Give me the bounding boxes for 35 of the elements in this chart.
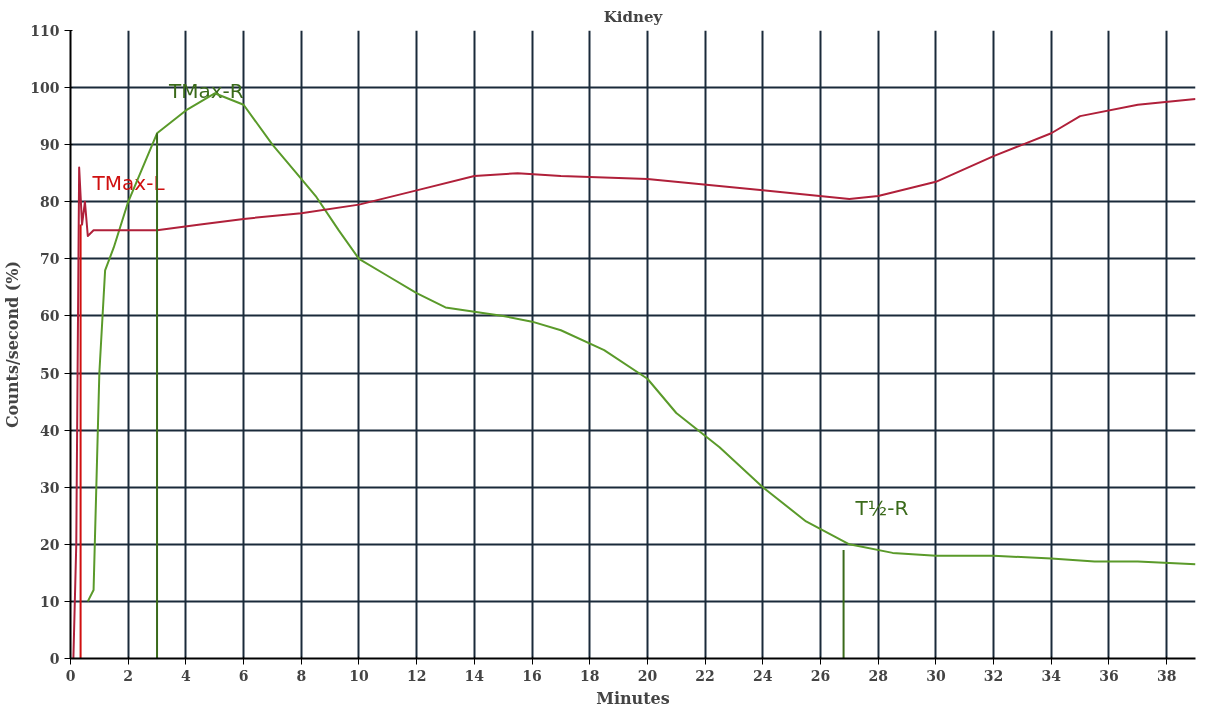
x-tick-label: 26 [810,667,831,684]
x-tick-label: 2 [123,667,134,684]
x-tick-label: 28 [868,667,888,684]
x-tick-label: 30 [926,667,946,684]
x-tick-label: 24 [753,667,773,684]
y-tick-label: 10 [40,593,60,610]
y-tick-label: 30 [40,479,60,496]
y-tick-label: 110 [30,23,60,39]
y-axis-title: Counts/second (%) [3,260,23,429]
x-tick-label: 22 [695,667,715,684]
y-tick-label: 90 [40,137,60,154]
x-tick-label: 38 [1156,667,1177,684]
x-tick-label: 34 [1041,667,1062,684]
x-tick-label: 20 [637,667,658,684]
x-tick-label: 4 [181,667,192,684]
y-tick-label: 20 [40,536,60,553]
x-tick-label: 10 [349,667,369,684]
y-tick-label: 70 [40,251,60,268]
x-tick-label: 36 [1099,667,1119,684]
x-tick-label: 16 [522,667,542,684]
x-tick-label: 12 [406,667,427,684]
x-tick-label: 32 [983,667,1004,684]
y-tick-label: 0 [49,651,60,667]
y-tick-label: 40 [40,422,60,439]
x-tick-label: 8 [296,667,307,684]
y-tick-label: 100 [30,80,60,97]
x-tick-label: 6 [238,667,249,684]
y-tick-label: 80 [40,194,60,211]
y-tick-label: 60 [40,308,60,325]
x-axis-title: Minutes [596,688,670,708]
x-tick-label: 14 [464,667,485,684]
x-tick-label: 18 [579,667,600,684]
y-tick-label: 50 [40,365,60,382]
chart-title: Kidney [603,7,664,26]
x-tick-label: 0 [65,667,76,684]
